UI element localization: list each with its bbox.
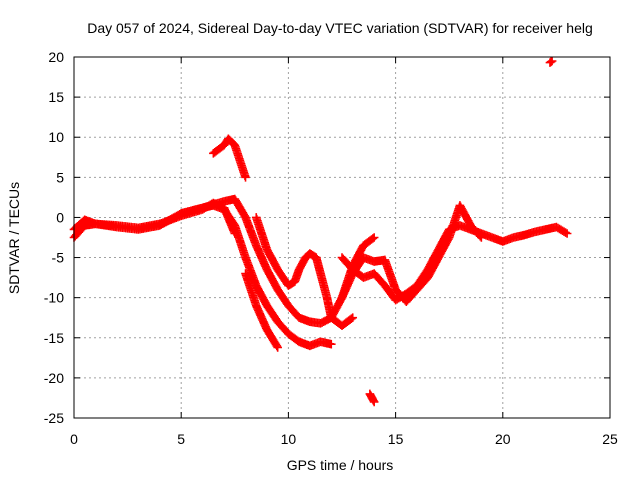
series-track-3: [176, 194, 379, 328]
chart-title: Day 057 of 2024, Sidereal Day-to-day VTE…: [87, 20, 593, 36]
x-tick-label: 5: [177, 431, 185, 447]
y-tick-label: -5: [52, 250, 65, 266]
x-axis-label: GPS time / hours: [287, 457, 394, 473]
data-point: [273, 343, 282, 352]
series-outliers: [365, 56, 557, 407]
plot-frame: [73, 56, 611, 419]
y-tick-label: 5: [56, 169, 64, 185]
data-point: [369, 397, 379, 407]
data-point: [477, 233, 486, 242]
y-tick-label: -15: [44, 330, 64, 346]
y-tick-label: 0: [56, 209, 64, 225]
data-point: [561, 228, 570, 237]
x-tick-label: 20: [495, 431, 511, 447]
data-points: [69, 56, 572, 407]
x-tick-label: 10: [281, 431, 297, 447]
y-tick-label: 15: [48, 89, 64, 105]
grid-lines: [74, 57, 610, 418]
data-point: [272, 341, 282, 351]
data-point: [348, 313, 358, 323]
x-tick-label: 15: [388, 431, 404, 447]
y-axis-label: SDTVAR / TECUs: [6, 182, 22, 294]
axis-ticks: 0 5 10 15 20 25 -25 -20 -15 -10 -5 0 5 10 15 20: [44, 49, 618, 447]
data-point: [347, 314, 356, 324]
series-track-6: [337, 201, 486, 306]
y-tick-label: -20: [44, 370, 64, 386]
data-point: [326, 339, 336, 349]
x-tick-label: 25: [602, 431, 618, 447]
data-point: [475, 231, 485, 241]
data-point: [175, 209, 184, 219]
data-point: [368, 234, 378, 243]
data-point: [241, 173, 250, 182]
data-point: [369, 233, 379, 242]
data-point: [562, 229, 572, 238]
y-tick-label: -25: [44, 410, 64, 426]
y-tick-label: 10: [48, 129, 64, 145]
data-point: [547, 56, 557, 66]
y-tick-label: -10: [44, 290, 64, 306]
data-point: [546, 57, 556, 67]
series-track-4: [209, 134, 358, 331]
y-tick-label: 20: [48, 49, 64, 65]
x-tick-label: 0: [70, 431, 78, 447]
